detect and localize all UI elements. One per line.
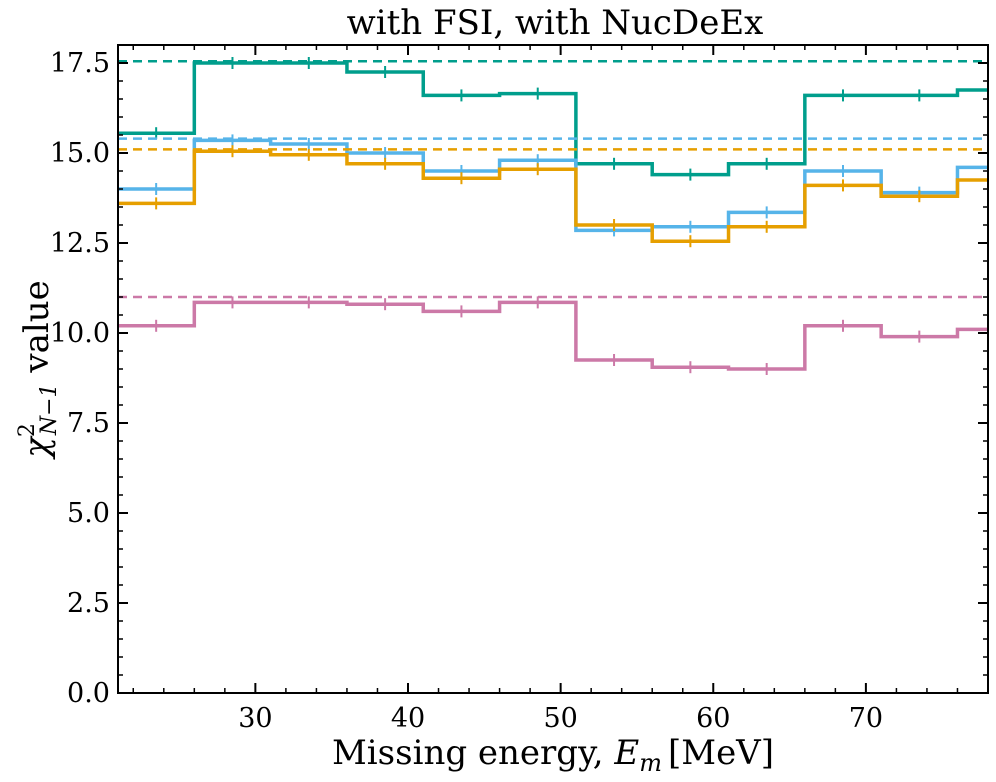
x-tick-label: 50: [543, 703, 577, 734]
series-layer: [118, 57, 988, 375]
point-green-7: [683, 168, 698, 181]
point-orange-9: [836, 179, 850, 192]
x-tick-label: 30: [238, 703, 272, 734]
point-pink-7: [683, 361, 698, 374]
y-tick-label: 7.5: [67, 408, 110, 439]
point-pink-2: [301, 296, 316, 309]
point-green-9: [836, 89, 850, 102]
point-orange-3: [378, 157, 393, 170]
x-tick-label: 40: [391, 703, 425, 734]
x-tick-label: 70: [849, 703, 883, 734]
point-pink-6: [607, 354, 622, 366]
point-orange-6: [607, 219, 622, 231]
y-tick-label: 10.0: [50, 318, 110, 349]
point-pink-5: [530, 296, 545, 309]
chart-title: with FSI, with NucDeEx: [347, 3, 764, 43]
point-green-1: [225, 57, 240, 69]
point-pink-1: [225, 296, 240, 309]
point-pink-0: [149, 319, 164, 332]
ticks-layer: 0.0 2.5 5.0 7.5 10.0 12.5 15.0 17.5 30 40 50 60 70: [50, 44, 989, 734]
point-green-6: [607, 157, 622, 170]
point-light-blue-1: [225, 134, 240, 147]
point-orange-10: [912, 190, 927, 203]
y-tick-label: 17.5: [50, 48, 110, 79]
y-tick-label: 0.0: [67, 678, 110, 709]
point-orange-7: [683, 235, 698, 248]
point-green-0: [149, 127, 164, 140]
point-pink-3: [378, 298, 393, 311]
step-series-green: [118, 61, 988, 177]
point-light-blue-3: [378, 147, 393, 159]
point-pink-9: [836, 319, 850, 332]
y-tick-label: 15.0: [50, 138, 110, 169]
point-green-10: [912, 89, 927, 102]
point-light-blue-8: [759, 206, 774, 219]
point-pink-8: [759, 363, 774, 375]
point-orange-8: [759, 220, 774, 233]
y-tick-label: 5.0: [67, 498, 110, 529]
y-axis-label: χ2N−1 value: [15, 280, 62, 459]
point-pink-4: [454, 305, 469, 318]
step-series-pink: [118, 300, 988, 371]
step-series-orange: [118, 149, 988, 243]
point-light-blue-0: [149, 183, 164, 195]
y-tick-label: 12.5: [50, 228, 110, 259]
point-orange-2: [301, 148, 316, 161]
point-light-blue-9: [836, 165, 850, 177]
plot-frame: [117, 44, 989, 694]
point-green-4: [454, 89, 469, 102]
point-orange-4: [454, 172, 469, 185]
point-light-blue-7: [683, 220, 698, 233]
point-orange-5: [530, 163, 545, 176]
x-axis-label: Missing energy, Em [MeV]: [332, 733, 774, 777]
point-green-5: [530, 87, 545, 100]
point-orange-1: [225, 145, 240, 158]
point-green-3: [378, 66, 393, 78]
point-orange-0: [149, 197, 164, 210]
x-tick-label: 60: [696, 703, 730, 734]
y-tick-label: 2.5: [67, 588, 110, 619]
point-green-2: [301, 57, 316, 69]
point-pink-10: [912, 330, 927, 343]
point-green-8: [759, 157, 774, 170]
point-light-blue-2: [301, 138, 316, 150]
